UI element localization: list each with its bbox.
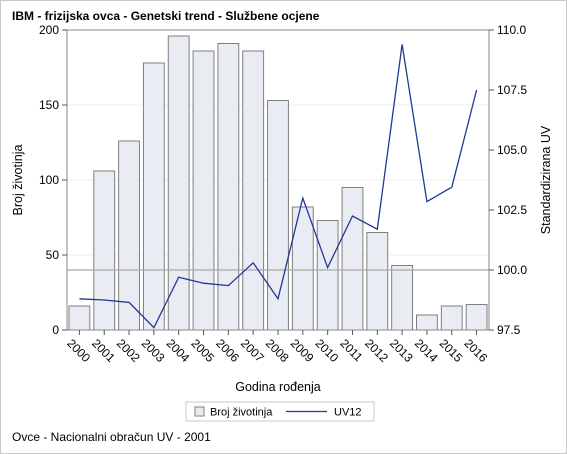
- y-tick-label: 150: [39, 98, 59, 112]
- x-axis-label: Godina rođenja: [235, 380, 321, 394]
- x-tick-label: 2003: [139, 336, 168, 365]
- bar: [267, 100, 289, 331]
- x-tick-label: 2015: [437, 336, 466, 365]
- bar: [167, 35, 190, 331]
- footnote: Ovce - Nacionalni obračun UV - 2001: [12, 430, 211, 444]
- x-tick-label: 2013: [387, 336, 416, 365]
- chart-title: IBM - frizijska ovca - Genetski trend - …: [12, 9, 320, 23]
- bar: [465, 304, 488, 331]
- y2-tick-label: 97.5: [497, 323, 521, 337]
- y-tick-label: 0: [52, 323, 59, 337]
- bar: [316, 220, 339, 331]
- bar: [341, 187, 364, 331]
- x-tick-label: 2011: [337, 336, 365, 364]
- line-uv12: [79, 44, 478, 329]
- x-tick-label: 2014: [412, 336, 441, 365]
- legend-label-line: UV12: [334, 407, 362, 419]
- legend-bar-swatch: [194, 406, 205, 417]
- x-tick-label: 2005: [188, 336, 217, 365]
- x-tick-label: 2009: [288, 336, 317, 365]
- x-tick-label: 2001: [89, 336, 118, 365]
- x-tick-label: 2006: [213, 336, 242, 365]
- bar: [68, 305, 91, 331]
- x-tick-label: 2008: [263, 336, 292, 365]
- y-tick-label: 100: [39, 173, 59, 187]
- y2-axis-label: Standardizirana UV: [539, 125, 553, 234]
- x-tick-label: 2010: [313, 336, 342, 365]
- uv12-line: [79, 44, 478, 329]
- bar: [93, 170, 116, 331]
- x-tick-label: 2000: [64, 336, 93, 365]
- x-tick-label: 2002: [114, 336, 143, 365]
- bar: [366, 232, 389, 331]
- legend: Broj životinja UV12: [185, 401, 375, 422]
- bars: [68, 35, 488, 331]
- y2-tick-label: 110.0: [497, 23, 526, 37]
- y2-tick-label: 102.5: [497, 203, 527, 217]
- y2-tick-label: 107.5: [497, 83, 527, 97]
- bar: [217, 43, 240, 331]
- x-tick-label: 2004: [164, 336, 193, 365]
- bar: [416, 314, 438, 331]
- bar: [142, 62, 165, 331]
- y2-tick-label: 100.0: [497, 263, 527, 277]
- legend-box: [185, 401, 375, 422]
- bar: [242, 50, 265, 331]
- y-tick-label: 200: [39, 23, 59, 37]
- legend-label-bars: Broj životinja: [210, 407, 273, 419]
- x-tick-label: 2016: [461, 336, 490, 365]
- x-tick-label: 2012: [362, 336, 391, 365]
- bar: [192, 50, 215, 331]
- y-tick-label: 50: [46, 248, 60, 262]
- y2-tick-label: 105.0: [497, 143, 527, 157]
- bar: [391, 265, 414, 331]
- y-axis-label: Broj životinja: [11, 145, 25, 216]
- bar: [440, 305, 463, 331]
- x-tick-label: 2007: [238, 336, 267, 365]
